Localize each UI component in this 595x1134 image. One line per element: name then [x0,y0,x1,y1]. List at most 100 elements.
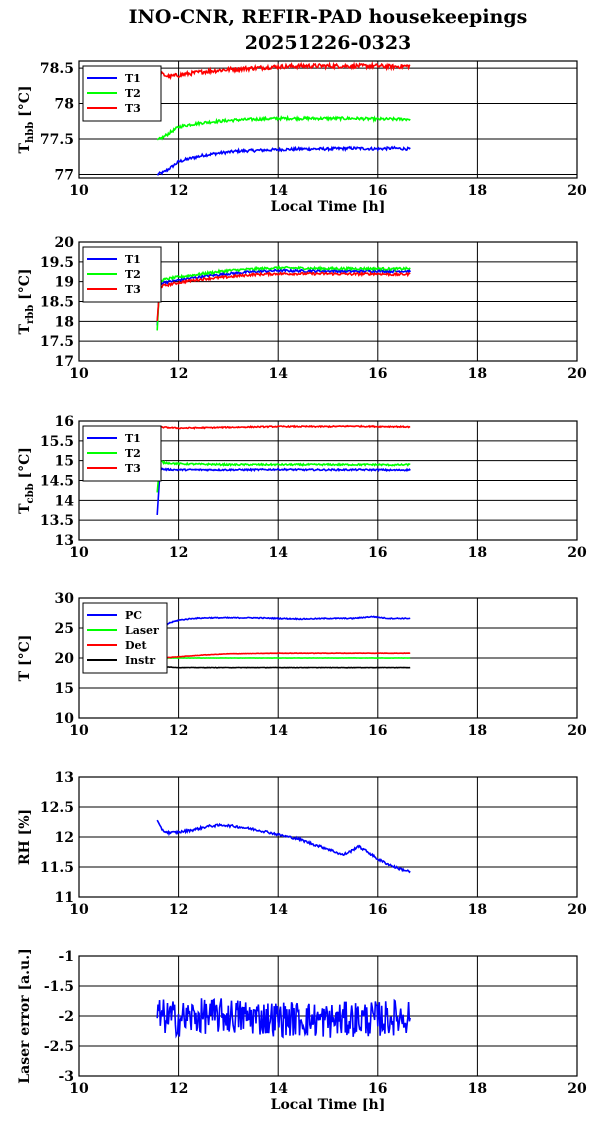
y-axis-label: Trbb [°C] [17,269,36,335]
y-tick-label: 10 [55,711,75,727]
x-tick-label: 12 [169,545,188,561]
x-tick-label: 10 [69,723,89,739]
x-tick-label: 10 [69,183,89,199]
y-tick-label: 16 [55,414,74,430]
series-line-t2 [156,458,411,493]
x-tick-label: 10 [69,366,89,382]
x-tick-label: 16 [368,1081,387,1097]
plot-frame [78,60,578,179]
series-line-1 [156,819,411,874]
y-tick-label: 25 [55,621,74,637]
legend-label: T3 [125,283,141,296]
series-line-instr [157,665,411,669]
x-tick-label: 12 [169,902,188,918]
chart-panel-6: 10 12 14 16 18 20 -3 -2.5 -2 -1.5 -1 Laser error [a… [17,948,587,1113]
y-tick-label: 15.5 [40,434,74,450]
x-tick-label: 16 [368,366,387,382]
legend-label: T1 [125,72,141,85]
x-axis-label: Local Time [h] [271,1097,386,1113]
x-tick-label: 20 [567,366,587,382]
chart-panel-3: 10 12 14 16 18 20 13 13.5 14 14.5 15 15.5 16 T1 T2 T3 Tc… [17,414,587,561]
chart-panel-2: 10 12 14 16 18 20 17 17.5 18 18.5 19 19.5 20 T1 T2 T3 Tr… [17,235,587,382]
series-line-t2 [157,114,411,141]
y-tick-label: 13 [55,533,74,549]
x-tick-label: 12 [169,1081,188,1097]
chart-panel-4: 10 12 14 16 18 20 10 15 20 25 30 PC Laser Det Instr T [… [17,591,587,739]
y-tick-label: 20 [55,235,75,251]
y-tick-label: 17 [55,354,74,370]
legend-box [82,602,168,674]
x-tick-label: 14 [268,183,288,199]
x-tick-label: 20 [567,183,587,199]
y-tick-label: 77 [55,167,74,183]
y-tick-label: 19.5 [40,255,74,271]
y-axis-label: Tcbb [°C] [17,447,36,514]
plot-frame [78,597,578,719]
y-tick-label: 18.5 [40,295,74,311]
y-tick-label: 11 [55,890,74,906]
y-tick-label: 14.5 [40,474,74,490]
x-tick-label: 14 [268,545,288,561]
y-tick-label: -1 [58,949,74,965]
x-tick-label: 20 [567,902,587,918]
y-tick-label: -1.5 [44,979,74,995]
x-tick-label: 18 [468,902,487,918]
x-tick-label: 10 [69,545,89,561]
y-tick-label: 20 [55,651,75,667]
y-axis-label: T [°C] [17,635,33,682]
x-tick-label: 14 [268,723,288,739]
series-line-1 [156,997,411,1039]
x-tick-label: 18 [468,183,487,199]
x-tick-label: 20 [567,545,587,561]
y-tick-label: 11.5 [40,860,74,876]
x-tick-label: 18 [468,366,487,382]
y-tick-label: 78 [55,97,74,113]
chart-panel-1: 10 12 14 16 18 20 77 77.5 78 78.5 T1 T2 T3 Thbb [°C] L… [17,60,587,215]
series-line-pc [156,615,411,635]
y-tick-label: 77.5 [40,132,74,148]
x-tick-label: 12 [169,366,188,382]
plot-frame [78,776,578,898]
y-tick-label: 14 [55,493,75,509]
x-tick-label: 12 [169,183,188,199]
y-tick-label: 18 [55,314,74,330]
y-tick-label: 15 [55,681,74,697]
series-line-t3 [156,61,411,88]
x-tick-label: 14 [268,366,288,382]
chart-panel-5: 10 12 14 16 18 20 11 11.5 12 12.5 13 RH [%] [17,770,587,918]
x-tick-label: 16 [368,545,387,561]
figure-title-line2: 20251226-0323 [245,32,412,54]
x-tick-label: 10 [69,1081,89,1097]
x-tick-label: 10 [69,902,89,918]
plot-frame [78,955,578,1077]
y-tick-label: 19 [55,275,74,291]
legend-label: PC [125,609,142,622]
x-tick-label: 18 [468,545,487,561]
y-tick-label: 13 [55,770,74,786]
y-tick-label: 12.5 [40,800,74,816]
series-line-t1 [156,465,411,515]
series-line-t1 [156,267,411,326]
x-tick-label: 20 [567,1081,587,1097]
legend-label: T3 [125,462,141,475]
x-axis-label: Local Time [h] [271,199,386,215]
y-tick-label: -3 [58,1069,74,1085]
y-tick-label: 78.5 [40,61,74,77]
x-tick-label: 12 [169,723,188,739]
y-tick-label: 13.5 [40,513,74,529]
y-axis-label: Laser error [a.u.] [17,948,33,1083]
plot-frame [78,420,578,541]
y-tick-label: 15 [55,454,74,470]
x-tick-label: 16 [368,723,387,739]
series-line-t1 [156,145,411,176]
series-line-t3 [156,271,411,322]
series-line-t3 [156,424,411,430]
series-line-det [156,652,411,659]
x-tick-label: 18 [468,1081,487,1097]
plot-frame [78,241,578,362]
y-tick-label: -2.5 [44,1039,74,1055]
y-tick-label: 12 [55,830,74,846]
legend-label: T2 [125,87,141,100]
x-tick-label: 16 [368,902,387,918]
